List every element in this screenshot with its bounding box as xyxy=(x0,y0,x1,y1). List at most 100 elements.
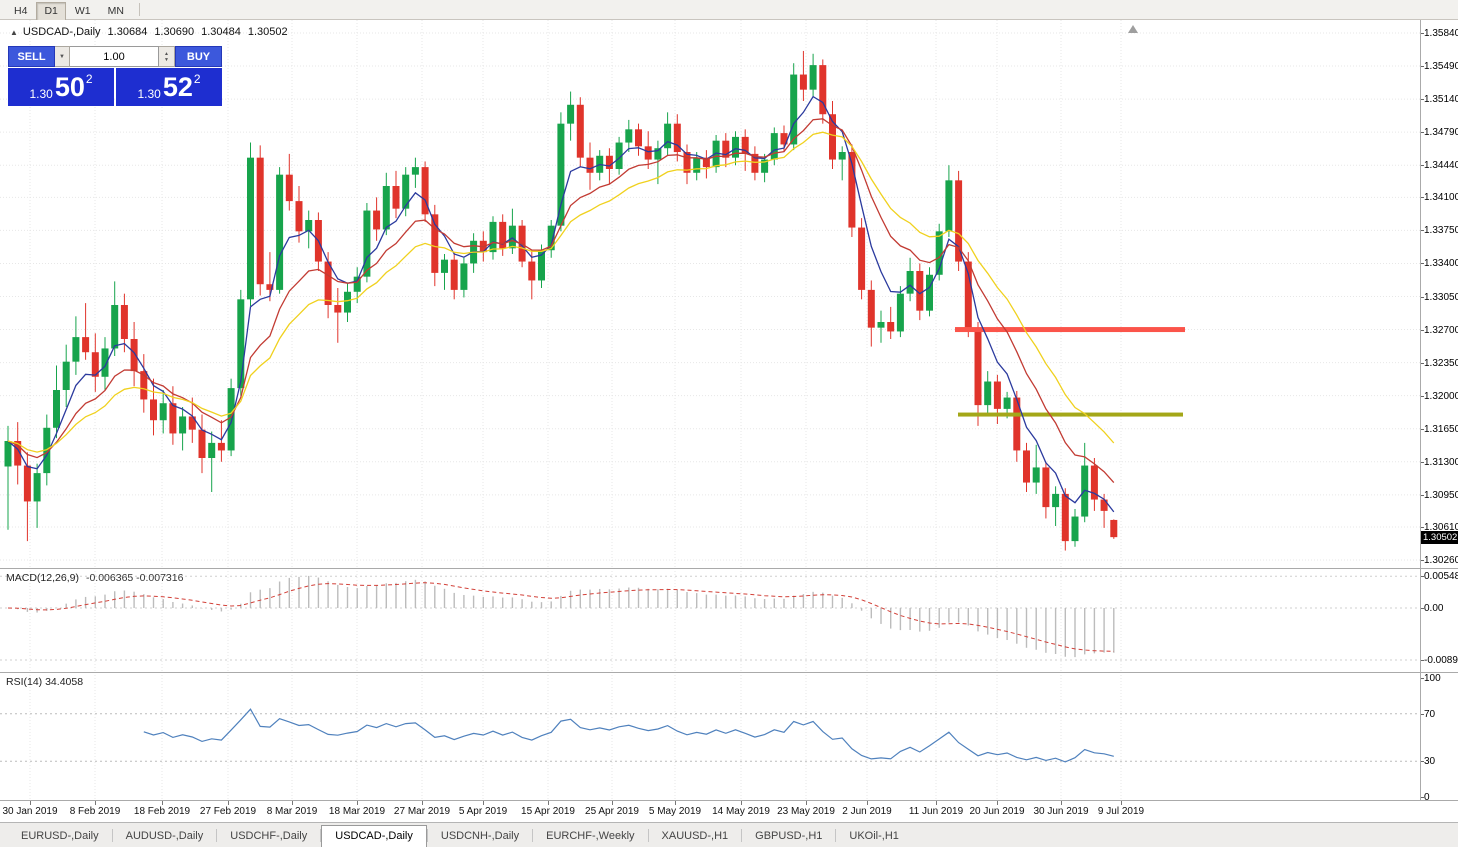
sell-price-tile[interactable]: 1.30 50 2 xyxy=(8,68,114,106)
date-tick xyxy=(357,801,358,805)
timeframe-button-h4[interactable]: H4 xyxy=(14,4,28,17)
ohlc-close: 1.30502 xyxy=(247,26,288,38)
price-tick-label: 1.33400 xyxy=(1424,258,1458,270)
sell-button[interactable]: SELL xyxy=(8,46,55,67)
timeframe-button-mn[interactable]: MN xyxy=(107,4,124,17)
one-click-trading-panel: SELL ▼ ▲ ▼ BUY 1.30 50 2 1.30 52 2 xyxy=(8,46,222,106)
rsi-tick-label: 0 xyxy=(1424,792,1430,803)
rsi-tick-label: 30 xyxy=(1424,756,1436,768)
support-line[interactable] xyxy=(958,412,1183,417)
rsi-tick-label: 70 xyxy=(1424,708,1436,720)
chart-tab-usdcnh-daily[interactable]: USDCNH-,Daily xyxy=(440,830,520,842)
price-tick-label: 1.34100 xyxy=(1424,192,1458,204)
date-tick xyxy=(292,801,293,805)
date-label: 8 Mar 2019 xyxy=(266,806,318,817)
date-label: 11 Jun 2019 xyxy=(908,806,964,817)
axis-tick xyxy=(1421,132,1424,134)
one-click-collapse-icon[interactable]: ▲ xyxy=(10,28,18,37)
price-tick-label: 1.34790 xyxy=(1424,127,1458,139)
price-axis-line xyxy=(1420,20,1421,800)
buy-button[interactable]: BUY xyxy=(175,46,222,67)
volume-dropdown-icon[interactable]: ▼ xyxy=(55,46,70,67)
price-tick-label: 1.35840 xyxy=(1424,28,1458,39)
axis-tick xyxy=(1421,165,1424,167)
date-tick xyxy=(162,801,163,805)
axis-tick xyxy=(1421,560,1424,561)
chart-tab-usdchf-daily[interactable]: USDCHF-,Daily xyxy=(230,830,308,842)
volume-input[interactable] xyxy=(70,46,159,67)
ohlc-low: 1.30484 xyxy=(201,26,241,38)
ohlc-high: 1.30690 xyxy=(154,26,195,38)
tab-separator xyxy=(320,829,322,842)
chart-tab-ukoil-h1[interactable]: UKOil-,H1 xyxy=(849,830,899,842)
sell-price-pips: 50 xyxy=(54,72,85,102)
price-tick-label: 1.35140 xyxy=(1424,94,1458,106)
axis-tick xyxy=(1421,428,1424,430)
date-label: 30 Jun 2019 xyxy=(1033,806,1089,817)
spin-up-icon[interactable]: ▲ xyxy=(164,50,169,57)
date-tick xyxy=(1121,801,1122,805)
axis-tick xyxy=(1421,660,1424,662)
spin-down-icon[interactable]: ▼ xyxy=(164,56,169,63)
date-label: 8 Feb 2019 xyxy=(69,806,121,817)
chart-tabbar: EURUSD-,Daily AUDUSD-,Daily USDCHF-,Daily U… xyxy=(0,822,1458,847)
rsi-indicator-pane[interactable] xyxy=(0,672,1420,800)
axis-tick xyxy=(1421,296,1424,298)
axis-tick xyxy=(1421,329,1424,331)
axis-tick xyxy=(1421,99,1424,101)
date-tick xyxy=(997,801,998,805)
axis-tick xyxy=(1421,230,1424,232)
timeframe-buttons: H4 D1 W1 MN xyxy=(6,1,133,21)
date-tick xyxy=(741,801,742,805)
price-tick-label: 1.30610 xyxy=(1424,521,1458,533)
tab-separator xyxy=(741,829,743,842)
date-tick xyxy=(422,801,423,805)
axis-tick xyxy=(1421,713,1424,715)
chart-title: ▲ USDCAD-,Daily 1.30684 1.30690 1.30484 1.305… xyxy=(10,26,288,38)
chart-tab-audusd-daily[interactable]: AUDUSD-,Daily xyxy=(125,830,204,842)
chart-tab-eurusd-daily[interactable]: EURUSD-,Daily xyxy=(21,830,99,842)
tab-separator xyxy=(216,829,218,842)
timeframe-button-d1[interactable]: D1 xyxy=(36,1,66,21)
chart-tab-usdcad-daily[interactable]: USDCAD-,Daily xyxy=(321,825,427,847)
chart-tab-gbpusd-h1[interactable]: GBPUSD-,H1 xyxy=(755,830,823,842)
ma-slow xyxy=(7,131,1115,453)
buy-price-prefix: 1.30 xyxy=(137,87,161,101)
timeframe-toolbar: H4 D1 W1 MN xyxy=(0,0,1458,21)
date-tick xyxy=(612,801,613,805)
axis-tick xyxy=(1421,576,1424,578)
date-tick xyxy=(548,801,549,805)
volume-stepper[interactable]: ▲ ▼ xyxy=(159,46,175,67)
axis-tick xyxy=(1421,608,1424,609)
tab-separator xyxy=(111,829,113,842)
macd-indicator-pane[interactable] xyxy=(0,568,1420,672)
buy-price-tile[interactable]: 1.30 52 2 xyxy=(116,68,222,106)
axis-tick xyxy=(1421,761,1424,763)
axis-tick xyxy=(1421,526,1424,528)
moving-averages xyxy=(7,95,1115,513)
price-chart-pane[interactable] xyxy=(0,20,1420,568)
date-label: 27 Feb 2019 xyxy=(199,806,257,817)
pane-splitter-rsi[interactable] xyxy=(0,672,1458,673)
date-tick xyxy=(95,801,96,805)
resistance-line[interactable] xyxy=(955,327,1185,333)
macd-label: MACD(12,26,9) -0.006365 -0.007316 xyxy=(6,572,183,584)
timeframe-button-w1[interactable]: W1 xyxy=(74,4,91,17)
date-label: 2 Jun 2019 xyxy=(842,806,892,817)
ma-fast xyxy=(7,95,1115,513)
pane-splitter-macd[interactable] xyxy=(0,568,1458,569)
chart-tab-eurchf-weekly[interactable]: EURCHF-,Weekly xyxy=(546,830,635,842)
price-tick-label: 1.31650 xyxy=(1424,423,1458,435)
macd-tick-label: 0.00548 xyxy=(1424,571,1458,583)
price-axis[interactable]: 1.30502 1.35840 1.35490 1.35140 1.34790 1.34… xyxy=(1421,20,1458,822)
chart-tab-xauusd-h1[interactable]: XAUUSD-,H1 xyxy=(661,830,729,842)
price-tick-label: 1.33750 xyxy=(1424,225,1458,237)
price-tick-label: 1.31300 xyxy=(1424,456,1458,468)
date-tick xyxy=(675,801,676,805)
rsi-line xyxy=(143,708,1114,763)
axis-tick xyxy=(1421,461,1424,463)
tab-separator xyxy=(835,829,837,842)
date-tick xyxy=(483,801,484,805)
chart-shift-marker-icon[interactable] xyxy=(1128,25,1138,33)
